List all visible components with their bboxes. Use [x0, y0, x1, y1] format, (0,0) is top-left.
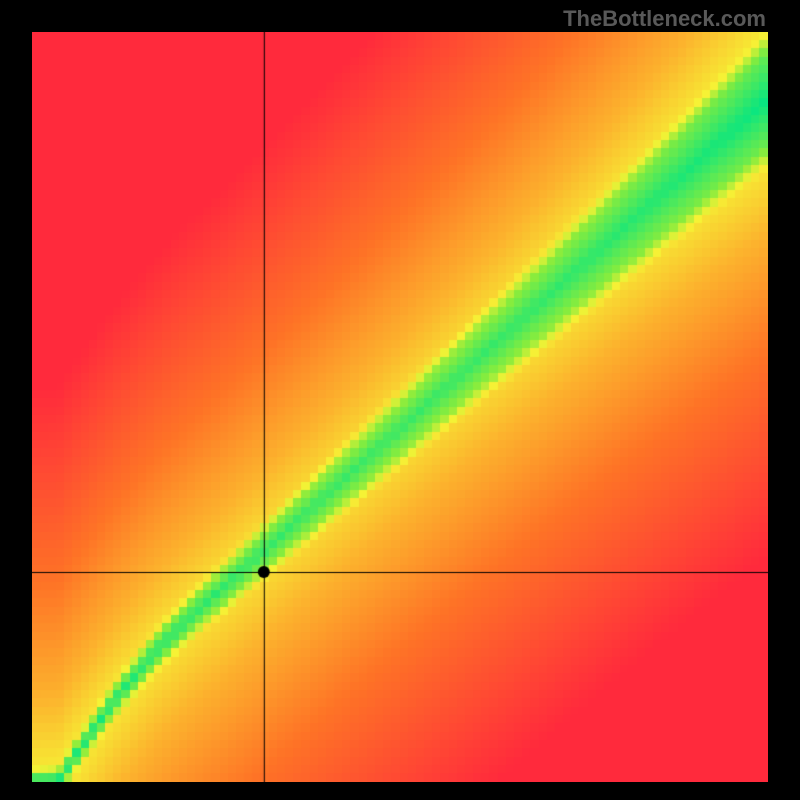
watermark-text: TheBottleneck.com	[563, 6, 766, 32]
heatmap-plot	[32, 32, 768, 782]
outer-frame: TheBottleneck.com	[0, 0, 800, 800]
heatmap-canvas	[32, 32, 768, 782]
